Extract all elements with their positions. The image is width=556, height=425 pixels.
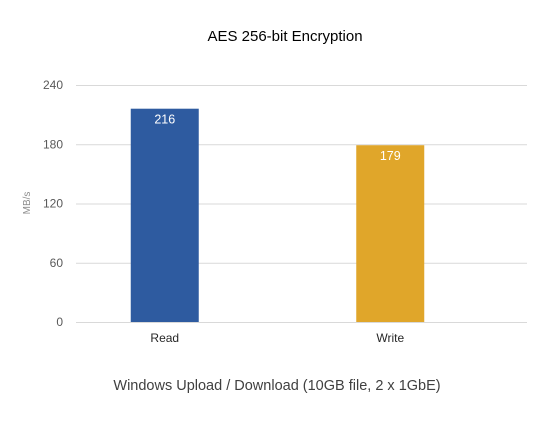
chart-subtitle: Windows Upload / Download (10GB file, 2 … (113, 378, 440, 394)
y-tick-label: 0 (56, 315, 63, 329)
bars (130, 108, 425, 322)
x-axis-categories: Read Write (150, 331, 404, 345)
y-axis-label: MB/s (22, 192, 33, 215)
category-label-write: Write (376, 331, 404, 345)
bar-write (356, 145, 425, 322)
y-tick-label: 180 (43, 137, 63, 151)
y-axis-ticks: 0 60 120 180 240 (43, 78, 63, 329)
data-labels: 216 179 (154, 113, 400, 164)
y-tick-label: 120 (43, 197, 63, 211)
y-tick-label: 240 (43, 78, 63, 92)
category-label-read: Read (150, 331, 179, 345)
y-tick-label: 60 (50, 256, 64, 270)
data-label-write: 179 (380, 149, 401, 163)
chart-title: AES 256-bit Encryption (207, 28, 362, 45)
data-label-read: 216 (154, 113, 175, 127)
bar-read (130, 108, 199, 322)
